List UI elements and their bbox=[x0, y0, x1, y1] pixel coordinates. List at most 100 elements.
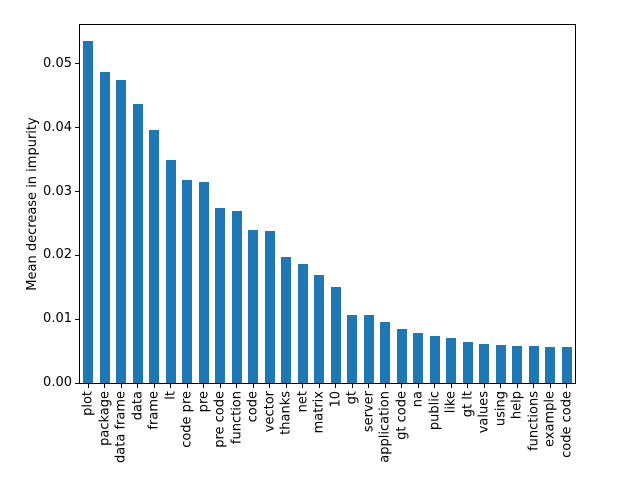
x-tick-label-na: na bbox=[410, 391, 426, 408]
x-tick-mark-vector bbox=[269, 384, 271, 388]
bar-gt-lt bbox=[462, 341, 473, 383]
bar-help bbox=[512, 346, 523, 383]
x-tick-label-values: values bbox=[476, 391, 492, 434]
x-tick-mark-thanks bbox=[285, 384, 287, 388]
x-tick-label-example: example bbox=[542, 391, 558, 447]
x-tick-mark-gt bbox=[351, 384, 353, 388]
y-tick-mark-0.05 bbox=[75, 63, 79, 65]
y-tick-label-0.00: 0.00 bbox=[43, 375, 72, 390]
x-tick-mark-code bbox=[252, 384, 254, 388]
x-tick-mark-code-code bbox=[566, 384, 568, 388]
x-tick-mark-code-pre bbox=[186, 384, 188, 388]
bar-package bbox=[99, 72, 110, 383]
x-tick-label-package: package bbox=[97, 391, 113, 446]
x-tick-mark-10 bbox=[335, 384, 337, 388]
bar-server bbox=[363, 314, 374, 383]
x-tick-mark-help bbox=[516, 384, 518, 388]
x-tick-label-functions: functions bbox=[526, 391, 542, 451]
bar-function bbox=[231, 211, 242, 383]
x-tick-mark-lt bbox=[170, 384, 172, 388]
y-tick-mark-0.00 bbox=[75, 382, 79, 384]
x-tick-mark-public bbox=[434, 384, 436, 388]
x-tick-label-frame: frame bbox=[146, 391, 162, 430]
x-tick-label-matrix: matrix bbox=[311, 391, 327, 434]
y-tick-label-0.04: 0.04 bbox=[43, 119, 72, 135]
x-tick-mark-pre bbox=[203, 384, 205, 388]
y-tick-label-0.03: 0.03 bbox=[43, 183, 72, 199]
bar-code-code bbox=[561, 347, 572, 383]
bar-na bbox=[413, 333, 424, 383]
x-tick-label-code: code bbox=[245, 391, 261, 423]
x-tick-mark-gt-lt bbox=[467, 384, 469, 388]
x-tick-label-gt: gt bbox=[344, 391, 360, 405]
bar-values bbox=[479, 344, 490, 383]
x-tick-label-using: using bbox=[493, 391, 509, 427]
bar-pre bbox=[198, 181, 209, 383]
x-tick-mark-frame bbox=[153, 384, 155, 388]
bar-like bbox=[446, 338, 457, 383]
x-tick-label-data-frame: data frame bbox=[113, 391, 129, 463]
x-tick-label-thanks: thanks bbox=[278, 391, 294, 435]
x-tick-label-public: public bbox=[427, 391, 443, 431]
x-tick-label-plot: plot bbox=[80, 391, 96, 416]
y-tick-mark-0.03 bbox=[75, 191, 79, 193]
bar-application bbox=[380, 321, 391, 383]
plot-area bbox=[79, 24, 576, 384]
bar-net bbox=[297, 263, 308, 383]
x-tick-mark-example bbox=[549, 384, 551, 388]
x-tick-mark-application bbox=[384, 384, 386, 388]
bar-plot bbox=[83, 40, 94, 383]
x-tick-mark-gt-code bbox=[401, 384, 403, 388]
y-tick-mark-0.01 bbox=[75, 318, 79, 320]
x-tick-mark-pre-code bbox=[219, 384, 221, 388]
x-tick-mark-data-frame bbox=[120, 384, 122, 388]
bar-pre-code bbox=[215, 207, 226, 383]
bar-functions bbox=[528, 346, 539, 383]
x-tick-label-code-code: code code bbox=[559, 391, 575, 458]
x-tick-label-lt: lt bbox=[163, 391, 179, 400]
x-tick-label-help: help bbox=[509, 391, 525, 420]
bar-10 bbox=[330, 287, 341, 383]
y-tick-label-0.05: 0.05 bbox=[43, 55, 72, 71]
bar-public bbox=[429, 335, 440, 383]
bar-code-pre bbox=[182, 180, 193, 383]
x-tick-label-pre: pre bbox=[196, 391, 212, 413]
x-tick-mark-package bbox=[104, 384, 106, 388]
x-tick-label-code-pre: code pre bbox=[179, 391, 195, 448]
bar-example bbox=[545, 346, 556, 383]
x-tick-mark-using bbox=[500, 384, 502, 388]
x-tick-mark-functions bbox=[533, 384, 535, 388]
bar-thanks bbox=[281, 257, 292, 383]
bar-data bbox=[132, 103, 143, 383]
x-tick-label-application: application bbox=[377, 391, 393, 463]
x-tick-mark-na bbox=[417, 384, 419, 388]
bar-data-frame bbox=[116, 79, 127, 383]
y-axis-label: Mean decrease in impurity bbox=[25, 117, 40, 291]
bar-vector bbox=[264, 231, 275, 383]
x-tick-label-net: net bbox=[295, 391, 311, 413]
bar-gt bbox=[347, 315, 358, 383]
x-tick-mark-net bbox=[302, 384, 304, 388]
y-tick-label-0.01: 0.01 bbox=[43, 311, 72, 327]
bar-code bbox=[248, 229, 259, 383]
y-tick-mark-0.04 bbox=[75, 127, 79, 129]
y-tick-label-0.02: 0.02 bbox=[43, 247, 72, 263]
x-tick-mark-values bbox=[483, 384, 485, 388]
bar-gt-code bbox=[396, 328, 407, 383]
bars-layer bbox=[80, 25, 575, 383]
bar-frame bbox=[149, 129, 160, 383]
x-tick-label-like: like bbox=[443, 391, 459, 414]
bar-matrix bbox=[314, 274, 325, 383]
x-tick-mark-matrix bbox=[318, 384, 320, 388]
x-tick-label-pre-code: pre code bbox=[212, 391, 228, 448]
bar-lt bbox=[165, 160, 176, 383]
x-tick-mark-function bbox=[236, 384, 238, 388]
x-tick-mark-plot bbox=[87, 384, 89, 388]
x-tick-label-data: data bbox=[130, 391, 146, 421]
x-tick-label-10: 10 bbox=[328, 391, 344, 408]
x-tick-label-function: function bbox=[229, 391, 245, 445]
x-tick-label-gt-code: gt code bbox=[394, 391, 410, 440]
x-tick-mark-data bbox=[137, 384, 139, 388]
bar-using bbox=[495, 344, 506, 383]
